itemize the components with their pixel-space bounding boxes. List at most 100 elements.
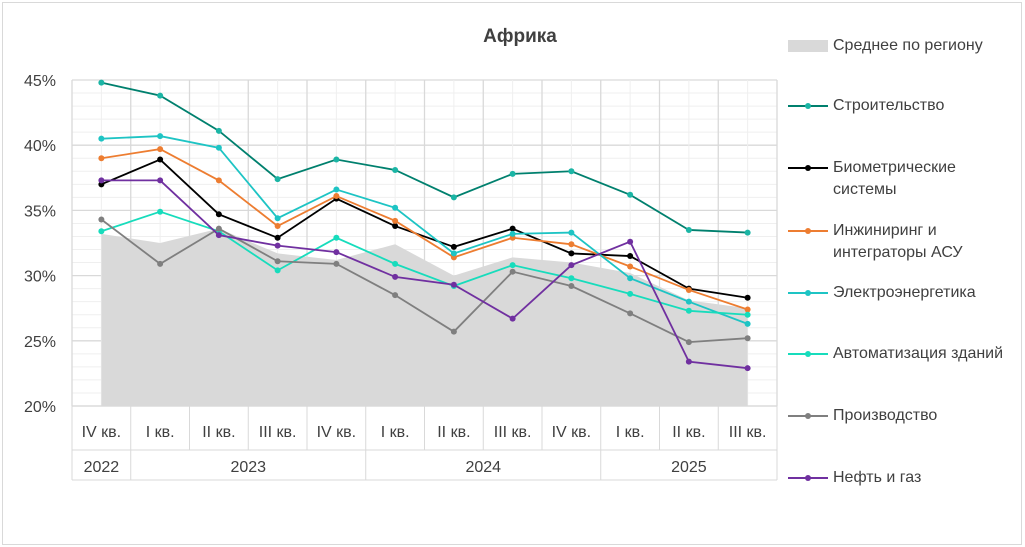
legend-item: Биометрические системы	[788, 157, 1018, 201]
data-point	[568, 262, 575, 269]
data-point	[392, 292, 399, 299]
data-point	[274, 242, 281, 249]
data-point	[509, 262, 516, 269]
series-line	[101, 135, 748, 325]
data-point	[274, 258, 281, 265]
data-point	[215, 177, 222, 184]
data-point	[98, 155, 105, 162]
year-label: 2023	[230, 459, 266, 476]
data-point	[509, 170, 516, 177]
data-point	[98, 135, 105, 142]
y-tick-label: 45%	[24, 73, 56, 90]
data-point	[215, 211, 222, 218]
data-point	[274, 223, 281, 230]
legend-item: Автоматизация зданий	[788, 343, 1018, 365]
x-tick-label: IV кв.	[552, 424, 592, 441]
data-point	[568, 283, 575, 290]
data-point	[215, 225, 222, 232]
data-point	[744, 306, 751, 313]
data-point	[627, 263, 634, 270]
data-point	[685, 339, 692, 346]
y-tick-label: 40%	[24, 138, 56, 155]
data-point	[98, 79, 105, 86]
data-point	[509, 230, 516, 237]
data-point	[333, 156, 340, 163]
data-point	[685, 358, 692, 365]
data-point	[274, 215, 281, 222]
x-tick-label: I кв.	[146, 424, 175, 441]
data-point	[392, 273, 399, 280]
data-point	[568, 229, 575, 236]
data-point	[274, 176, 281, 183]
data-point	[450, 243, 457, 250]
legend-item: Электроэнергетика	[788, 282, 1018, 304]
data-point	[450, 328, 457, 335]
legend-line-marker-icon	[788, 95, 828, 117]
y-tick-label: 30%	[24, 269, 56, 286]
data-point	[333, 249, 340, 256]
series-line	[101, 179, 748, 370]
x-tick-label: IV кв.	[82, 424, 122, 441]
data-point	[627, 310, 634, 317]
legend-line-marker-icon	[788, 157, 828, 179]
data-point	[744, 335, 751, 342]
area-average	[101, 228, 748, 406]
legend-line-marker-icon	[788, 343, 828, 365]
legend-label: Автоматизация зданий	[833, 345, 1004, 362]
data-point	[392, 223, 399, 230]
year-label: 2022	[84, 459, 120, 476]
data-point	[627, 191, 634, 198]
data-point	[685, 286, 692, 293]
data-point	[450, 250, 457, 257]
data-point	[392, 260, 399, 267]
y-tick-label: 35%	[24, 203, 56, 220]
data-point	[509, 315, 516, 322]
legend-label: Биометрические системы	[833, 159, 956, 198]
data-point	[392, 204, 399, 211]
data-point	[392, 217, 399, 224]
data-point	[744, 229, 751, 236]
legend-area-swatch	[788, 35, 828, 57]
legend-label: Среднее по региону	[833, 37, 983, 54]
legend-item: Среднее по региону	[788, 35, 1018, 57]
x-tick-label: II кв.	[672, 424, 705, 441]
series-line	[101, 210, 748, 316]
y-tick-label: 25%	[24, 334, 56, 351]
data-point	[450, 194, 457, 201]
data-point	[744, 365, 751, 372]
data-point	[568, 168, 575, 175]
data-point	[509, 225, 516, 232]
x-tick-label: II кв.	[202, 424, 235, 441]
legend-label: Электроэнергетика	[833, 284, 976, 301]
data-point	[685, 226, 692, 233]
data-point	[333, 186, 340, 193]
data-point	[215, 232, 222, 239]
legend-label: Инжиниринг и интеграторы АСУ	[833, 222, 963, 261]
data-point	[685, 298, 692, 305]
legend-line-marker-icon	[788, 467, 828, 489]
data-point	[627, 253, 634, 260]
data-point	[157, 208, 164, 215]
data-point	[157, 92, 164, 99]
x-tick-label: III кв.	[494, 424, 532, 441]
data-point	[392, 166, 399, 173]
data-point	[744, 311, 751, 318]
data-point	[333, 193, 340, 200]
data-point	[333, 260, 340, 267]
legend-item: Нефть и газ	[788, 467, 1018, 489]
data-point	[568, 250, 575, 257]
x-tick-label: I кв.	[381, 424, 410, 441]
data-point	[627, 290, 634, 297]
data-point	[157, 156, 164, 163]
data-point	[157, 133, 164, 140]
series-line	[100, 218, 748, 344]
series-line	[101, 148, 748, 311]
data-point	[157, 146, 164, 153]
year-label: 2024	[465, 459, 501, 476]
data-point	[744, 320, 751, 327]
legend-label: Нефть и газ	[833, 469, 922, 486]
data-point	[98, 216, 105, 223]
legend-label: Строительство	[833, 97, 945, 114]
data-point	[627, 275, 634, 282]
